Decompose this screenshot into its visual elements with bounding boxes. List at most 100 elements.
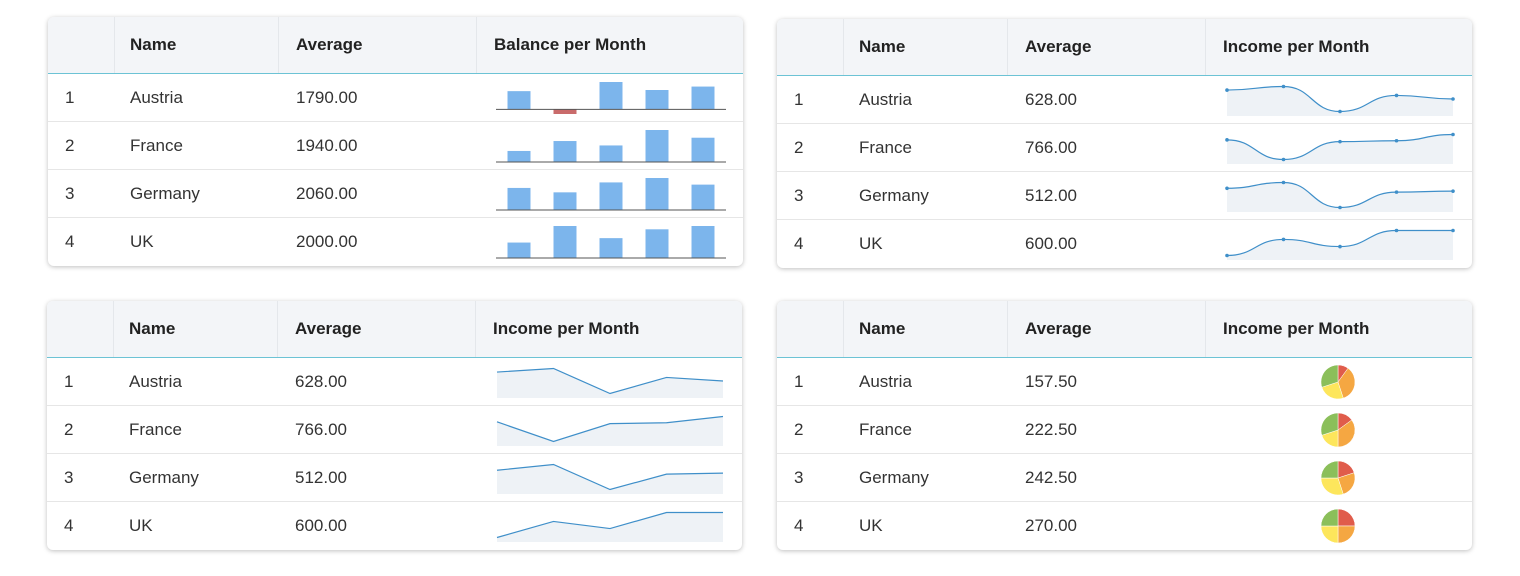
sparkline xyxy=(496,82,726,114)
sparkline xyxy=(496,511,723,542)
point xyxy=(1338,205,1342,210)
table-row: 1 Austria 157.50 xyxy=(777,358,1472,406)
column-header: Income per Month xyxy=(1223,319,1370,338)
cell-index: 2 xyxy=(64,419,74,439)
cell-index: 4 xyxy=(794,233,804,253)
line xyxy=(496,511,723,539)
area xyxy=(1227,86,1453,116)
sparkline xyxy=(496,178,726,211)
table-panel: Name Average Income per Month 1 Austria 157.5… xyxy=(777,301,1472,550)
cell-index: 2 xyxy=(794,137,804,157)
cell-index: 4 xyxy=(65,231,75,251)
table-header: Name Average Balance per Month xyxy=(48,17,743,74)
table-row: 2 France 222.50 xyxy=(777,406,1472,454)
column-header: Income per Month xyxy=(1223,37,1370,56)
column-header: Average xyxy=(1025,37,1092,56)
line xyxy=(496,367,724,395)
point xyxy=(1281,157,1286,162)
cell-index: 1 xyxy=(64,371,74,391)
point xyxy=(1394,138,1399,143)
header-separator xyxy=(113,301,114,357)
cell-name: France xyxy=(130,135,183,155)
bar xyxy=(645,130,669,162)
line xyxy=(496,463,724,491)
column-header: Name xyxy=(130,35,177,54)
table-row: 2 France 1940.00 xyxy=(48,122,743,170)
header-separator xyxy=(277,301,278,357)
point xyxy=(1225,88,1229,92)
point xyxy=(1225,253,1229,258)
sparkline xyxy=(1225,180,1455,212)
column-header: Average xyxy=(295,319,362,338)
cell-average: 600.00 xyxy=(1025,233,1077,253)
cell-index: 3 xyxy=(64,467,74,487)
column-header: Average xyxy=(296,35,363,54)
table-row: 1 Austria 1790.00 xyxy=(48,74,743,122)
bar xyxy=(507,91,531,110)
column-header: Average xyxy=(1025,319,1092,338)
point xyxy=(1225,138,1229,142)
bar xyxy=(599,182,623,210)
pie-slice xyxy=(1337,419,1356,448)
table-header: Name Average Income per Month xyxy=(777,19,1472,76)
table-row: 2 France 766.00 xyxy=(47,406,742,454)
sparkline xyxy=(1225,132,1455,164)
cell-average: 512.00 xyxy=(295,467,347,487)
cell-name: UK xyxy=(129,515,153,535)
point xyxy=(1338,139,1342,144)
cell-index: 1 xyxy=(794,89,804,109)
bar xyxy=(599,145,623,162)
table-row: 4 UK 600.00 xyxy=(47,502,742,549)
header-separator xyxy=(1007,19,1008,75)
table-row: 3 Germany 242.50 xyxy=(777,454,1472,502)
cell-average: 628.00 xyxy=(295,371,347,391)
point xyxy=(1281,180,1286,185)
header-separator xyxy=(475,301,476,357)
sparkline xyxy=(1320,460,1356,496)
bar xyxy=(599,238,623,258)
bar xyxy=(645,90,669,110)
cell-name: Austria xyxy=(130,87,183,107)
bar xyxy=(691,86,715,110)
pie-slice xyxy=(1320,508,1339,527)
sparkline xyxy=(496,463,724,494)
cell-average: 270.00 xyxy=(1025,515,1077,535)
sparkline xyxy=(496,130,726,163)
bar xyxy=(691,137,715,162)
point xyxy=(1394,93,1399,98)
table-panel: Name Average Income per Month 1 Austria 628.0… xyxy=(47,301,742,550)
cell-average: 766.00 xyxy=(295,419,347,439)
pie-slice xyxy=(1337,367,1356,399)
point xyxy=(1451,228,1455,233)
table-row: 4 UK 600.00 xyxy=(777,220,1472,267)
pie-slice xyxy=(1320,525,1339,544)
cell-average: 2000.00 xyxy=(296,231,358,251)
column-header: Name xyxy=(129,319,176,338)
area xyxy=(497,416,723,446)
cell-index: 1 xyxy=(65,87,75,107)
point xyxy=(1338,109,1342,114)
sparkline xyxy=(496,415,724,446)
header-separator xyxy=(476,17,477,73)
sparkline xyxy=(1225,228,1455,260)
cell-name: Germany xyxy=(859,467,929,487)
sparkline xyxy=(1225,84,1455,116)
cell-average: 766.00 xyxy=(1025,137,1077,157)
pie-slice xyxy=(1320,477,1344,496)
cell-average: 2060.00 xyxy=(296,183,358,203)
cell-average: 600.00 xyxy=(295,515,347,535)
cell-average: 628.00 xyxy=(1025,89,1077,109)
header-separator xyxy=(114,17,115,73)
bar xyxy=(691,184,715,210)
table-row: 3 Germany 512.00 xyxy=(47,454,742,502)
point xyxy=(1451,189,1455,193)
line xyxy=(496,415,724,443)
cell-name: Germany xyxy=(859,185,929,205)
area xyxy=(497,464,723,494)
cell-average: 242.50 xyxy=(1025,467,1077,487)
bar xyxy=(553,109,577,114)
bar xyxy=(507,187,531,210)
pie-slice xyxy=(1320,412,1339,436)
bar xyxy=(507,150,531,162)
